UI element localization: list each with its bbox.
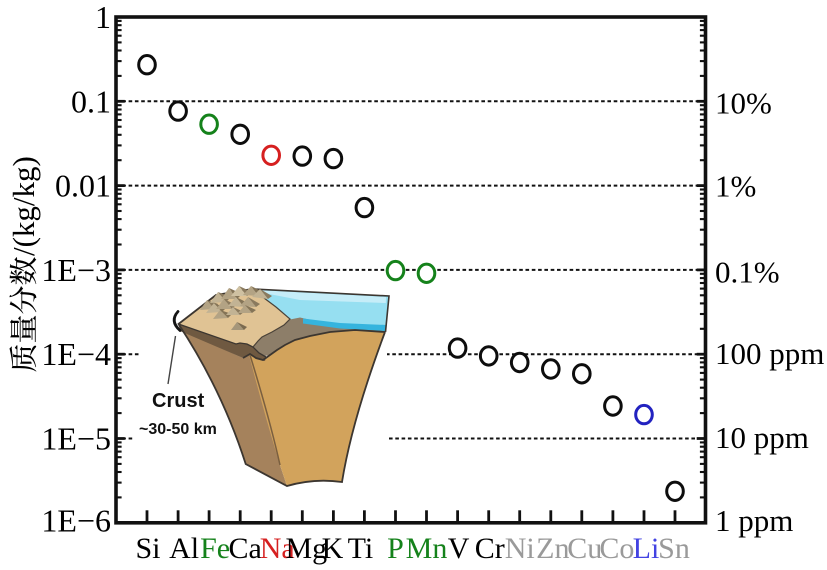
svg-text:Zn: Zn [536, 532, 569, 565]
svg-text:Ti: Ti [348, 532, 374, 565]
svg-text:Al: Al [169, 532, 199, 565]
svg-text:/(kg/kg): /(kg/kg) [6, 156, 41, 256]
svg-text:1: 1 [95, 0, 111, 35]
svg-text:1E−4: 1E−4 [41, 336, 111, 372]
svg-text:1E−3: 1E−3 [41, 252, 111, 288]
svg-text:Si: Si [135, 532, 160, 565]
svg-text:Cr: Cr [475, 532, 505, 565]
svg-text:Li: Li [633, 532, 660, 565]
svg-text:Crust: Crust [152, 390, 205, 412]
svg-text:Cu: Cu [567, 532, 602, 565]
svg-text:P: P [387, 532, 404, 565]
svg-text:Ca: Ca [229, 532, 262, 565]
svg-text:0.1: 0.1 [71, 83, 111, 119]
svg-text:1 ppm: 1 ppm [715, 503, 793, 538]
svg-text:Mg: Mg [285, 532, 327, 565]
svg-text:~30-50 km: ~30-50 km [139, 421, 217, 438]
svg-text:100 ppm: 100 ppm [715, 336, 824, 371]
svg-text:Co: Co [599, 532, 634, 565]
svg-text:1E−6: 1E−6 [41, 502, 111, 538]
svg-text:10 ppm: 10 ppm [715, 420, 809, 455]
svg-text:Mn: Mn [406, 532, 448, 565]
svg-text:1E−5: 1E−5 [41, 421, 111, 457]
svg-text:Ni: Ni [505, 532, 535, 565]
svg-text:1%: 1% [715, 169, 756, 204]
svg-text:0.1%: 0.1% [715, 254, 780, 289]
svg-text:10%: 10% [715, 85, 772, 120]
svg-text:K: K [322, 532, 344, 565]
svg-text:Na: Na [260, 532, 295, 565]
svg-text:Fe: Fe [200, 532, 230, 565]
svg-text:Sn: Sn [658, 532, 690, 565]
svg-text:0.01: 0.01 [55, 168, 111, 204]
svg-text:V: V [448, 532, 470, 565]
